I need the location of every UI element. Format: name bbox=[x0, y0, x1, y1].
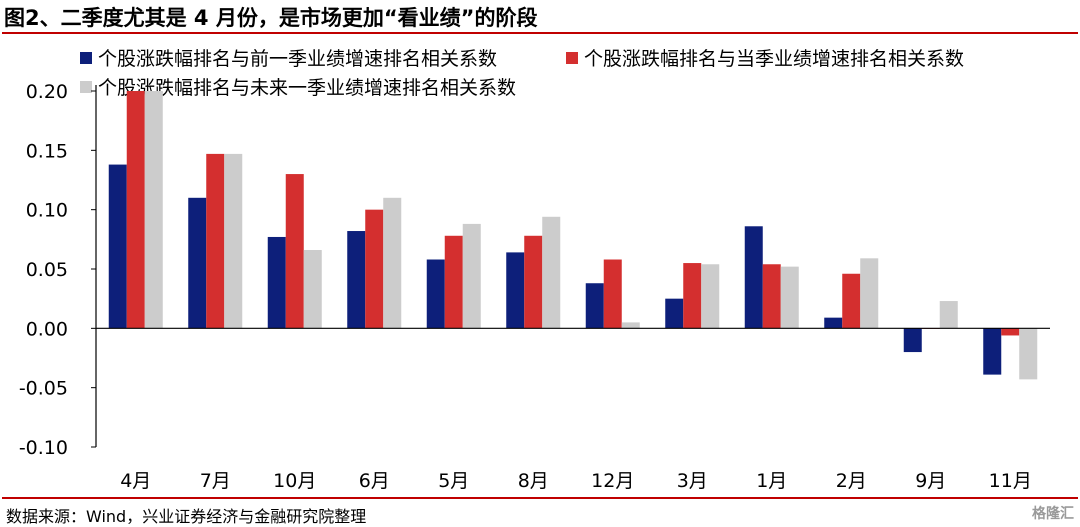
x-tick-label: 10月 bbox=[273, 470, 316, 492]
figure-title: 图2、二季度尤其是 4 月份，是市场更加“看业绩”的阶段 bbox=[4, 6, 538, 30]
y-tick-label: 0.05 bbox=[26, 259, 68, 281]
bar-11月-series-1 bbox=[983, 328, 1002, 375]
bar-6月-series-1 bbox=[347, 231, 366, 329]
footer-divider bbox=[2, 497, 1078, 499]
legend-label: 个股涨跌幅排名与当季业绩增速排名相关系数 bbox=[584, 48, 965, 70]
legend-swatch-red bbox=[566, 51, 578, 64]
bar-8月-series-2 bbox=[524, 235, 543, 329]
bar-2月-series-2 bbox=[842, 273, 861, 329]
bar-6月-series-2 bbox=[365, 209, 384, 329]
x-tick-label: 2月 bbox=[836, 470, 867, 492]
x-tick-label: 1月 bbox=[756, 470, 787, 492]
bar-5月-series-1 bbox=[426, 259, 445, 329]
y-axis-ticks: 0.20 0.15 0.10 0.05 0.00 -0.05 -0.10 bbox=[19, 81, 96, 459]
legend-item-next-quarter: 个股涨跌幅排名与未来一季业绩增速排名相关系数 bbox=[80, 73, 516, 100]
bar-11月-series-3 bbox=[1019, 328, 1038, 380]
bar-10月-series-1 bbox=[267, 236, 286, 329]
legend-item-prev-quarter: 个股涨跌幅排名与前一季业绩增速排名相关系数 bbox=[80, 44, 497, 71]
legend-swatch-navy bbox=[80, 51, 92, 64]
legend-label: 个股涨跌幅排名与前一季业绩增速排名相关系数 bbox=[98, 48, 498, 70]
bar-6月-series-3 bbox=[383, 197, 402, 329]
bar-5月-series-3 bbox=[462, 223, 481, 329]
bar-3月-series-2 bbox=[683, 263, 702, 329]
bar-layer bbox=[108, 91, 1038, 380]
bar-11月-series-2 bbox=[1001, 328, 1020, 336]
bar-3月-series-1 bbox=[665, 298, 684, 329]
y-tick-label: 0.20 bbox=[26, 81, 68, 103]
legend-item-current-quarter: 个股涨跌幅排名与当季业绩增速排名相关系数 bbox=[566, 44, 964, 71]
x-tick-label: 4月 bbox=[120, 470, 151, 492]
source-note: 数据来源：Wind，兴业证券经济与金融研究院整理 bbox=[6, 507, 367, 526]
bar-7月-series-1 bbox=[188, 197, 207, 329]
x-tick-label: 11月 bbox=[989, 470, 1032, 492]
bar-1月-series-3 bbox=[780, 266, 799, 329]
x-axis-ticks: 4月 7月 10月 6月 5月 8月 12月 3月 1月 2月 9月 11月 bbox=[120, 470, 1032, 492]
x-tick-label: 8月 bbox=[518, 470, 549, 492]
bar-1月-series-2 bbox=[762, 264, 781, 329]
bar-4月-series-1 bbox=[108, 164, 127, 329]
x-tick-label: 6月 bbox=[359, 470, 390, 492]
y-tick-label: -0.05 bbox=[19, 378, 68, 400]
x-tick-label: 9月 bbox=[915, 470, 946, 492]
y-tick-label: -0.10 bbox=[19, 437, 68, 459]
bar-5月-series-2 bbox=[444, 235, 463, 329]
bar-12月-series-2 bbox=[603, 259, 622, 329]
y-tick-label: 0.15 bbox=[26, 140, 68, 162]
bar-12月-series-3 bbox=[621, 322, 640, 329]
bar-4月-series-2 bbox=[126, 91, 145, 329]
x-tick-label: 7月 bbox=[200, 470, 231, 492]
bar-12月-series-1 bbox=[585, 283, 604, 329]
bar-8月-series-1 bbox=[506, 252, 525, 329]
legend-label: 个股涨跌幅排名与未来一季业绩增速排名相关系数 bbox=[98, 77, 517, 99]
bar-7月-series-3 bbox=[224, 153, 243, 329]
bar-9月-series-1 bbox=[903, 328, 922, 353]
bar-8月-series-3 bbox=[542, 216, 561, 329]
bar-1月-series-1 bbox=[744, 226, 763, 329]
y-tick-label: 0.00 bbox=[26, 318, 68, 340]
bar-7月-series-2 bbox=[206, 153, 225, 329]
bar-9月-series-3 bbox=[939, 301, 958, 329]
legend-swatch-gray bbox=[80, 80, 92, 93]
x-tick-label: 12月 bbox=[591, 470, 634, 492]
bar-2月-series-1 bbox=[824, 317, 843, 329]
bar-10月-series-3 bbox=[303, 250, 322, 329]
x-tick-label: 5月 bbox=[438, 470, 469, 492]
x-tick-label: 3月 bbox=[677, 470, 708, 492]
watermark: 格隆汇 bbox=[1032, 506, 1074, 522]
bar-2月-series-3 bbox=[860, 258, 879, 329]
bar-10月-series-2 bbox=[285, 174, 304, 329]
bar-4月-series-3 bbox=[144, 91, 163, 329]
title-divider bbox=[2, 32, 1078, 34]
bar-3月-series-3 bbox=[701, 264, 720, 329]
y-tick-label: 0.10 bbox=[26, 200, 68, 222]
